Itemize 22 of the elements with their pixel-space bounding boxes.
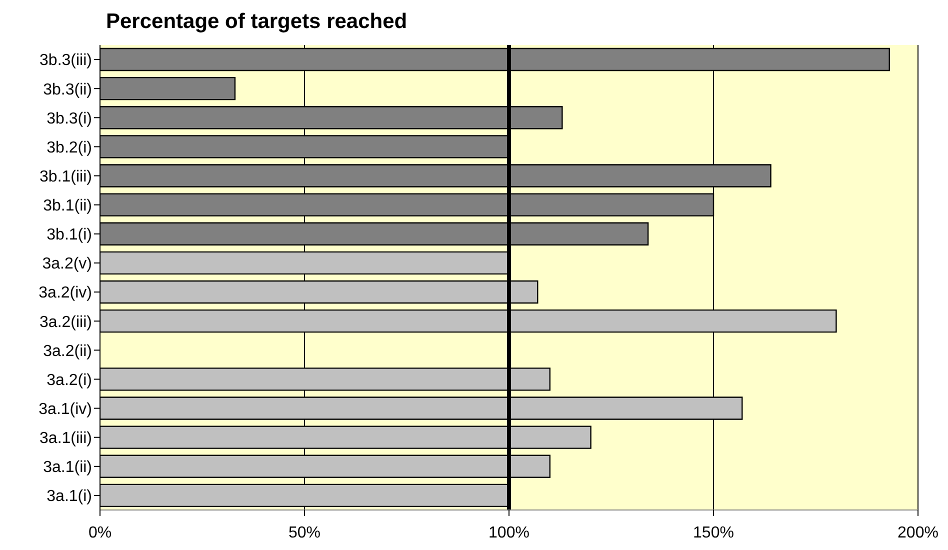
y-tick-label: 3a.2(i): [46, 372, 92, 389]
x-tick-label: 100%: [488, 524, 530, 542]
y-tick-label: 3b.3(iii): [40, 52, 92, 70]
y-tick-label: 3b.1(ii): [43, 198, 92, 215]
y-tick-label: 3a.2(iii): [40, 314, 92, 331]
y-tick-label: 3a.1(iv): [38, 400, 92, 418]
y-tick-label: 3b.1(iii): [40, 168, 92, 186]
y-tick-label: 3a.2(iv): [38, 284, 92, 302]
y-tick-label: 3a.1(ii): [43, 459, 92, 476]
y-tick-label: 3b.2(i): [46, 139, 92, 156]
y-tick-label: 3b.3(i): [46, 110, 92, 128]
x-tick-label: 0%: [88, 524, 112, 542]
chart-title: Percentage of targets reached: [106, 10, 408, 34]
y-tick-label: 3a.1(i): [46, 488, 92, 506]
x-tick-label: 200%: [898, 524, 938, 542]
y-tick-label: 3a.2(ii): [43, 342, 92, 360]
y-tick-label: 3a.2(v): [42, 256, 92, 273]
y-tick-label: 3a.1(iii): [40, 430, 92, 448]
x-tick-label: 50%: [288, 524, 321, 542]
x-tick-label: 150%: [693, 524, 734, 542]
y-tick-label: 3b.1(i): [46, 226, 92, 244]
y-tick-label: 3b.3(ii): [43, 81, 92, 98]
